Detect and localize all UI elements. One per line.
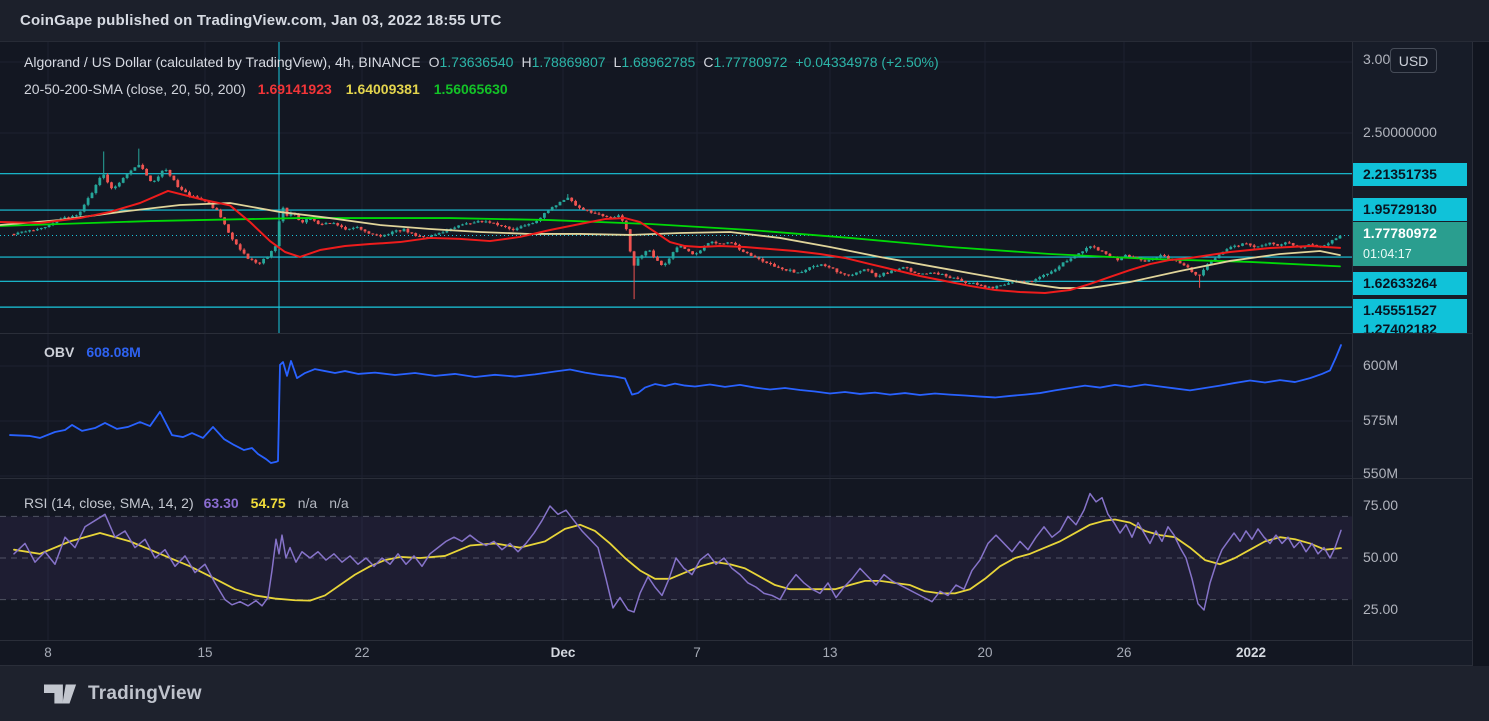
rsi-axis[interactable]: 75.00 50.00 25.00 xyxy=(1352,478,1473,640)
candlestick-series xyxy=(12,148,1342,300)
sma200-value: 1.56065630 xyxy=(433,81,508,97)
rsi-legend[interactable]: RSI (14, close, SMA, 14, 2) 63.30 54.75 n/a… xyxy=(24,495,349,511)
price-level-label: 1.27402182 xyxy=(1353,318,1467,333)
obv-axis-label: 550M xyxy=(1363,465,1399,478)
change-value: +0.04334978 (+2.50%) xyxy=(795,54,939,70)
current-price-label: 1.77780972 01:04:17 xyxy=(1353,222,1467,266)
time-axis-label: 26 xyxy=(1116,645,1132,660)
rsi-label: RSI (14, close, SMA, 14, 2) xyxy=(24,495,194,511)
price-level-label: 1.95729130 xyxy=(1353,198,1467,221)
time-axis-label: 2022 xyxy=(1235,645,1267,660)
time-axis-label: 13 xyxy=(822,645,838,660)
usd-currency-button[interactable]: USD xyxy=(1390,48,1437,73)
obv-label: OBV xyxy=(44,344,75,360)
rsi-axis-label: 25.00 xyxy=(1363,601,1399,617)
sma-label: 20-50-200-SMA (close, 20, 50, 200) xyxy=(24,81,246,97)
high-label: H xyxy=(521,54,532,70)
rsi-value: 63.30 xyxy=(203,495,239,511)
price-axis[interactable]: 3.000000002.500000002.213517351.95729130… xyxy=(1352,42,1473,333)
price-scale-background xyxy=(1352,42,1473,666)
sma-legend[interactable]: 20-50-200-SMA (close, 20, 50, 200) 1.6914… xyxy=(24,81,508,97)
rsi-na-1: n/a xyxy=(297,495,318,511)
attribution-text: CoinGape published on TradingView.com, J… xyxy=(20,12,502,29)
footer-bar: TradingView xyxy=(0,666,1489,721)
symbol-legend[interactable]: Algorand / US Dollar (calculated by Trad… xyxy=(24,54,939,70)
rsi-na-2: n/a xyxy=(329,495,349,511)
time-axis-label: 8 xyxy=(44,645,52,660)
pane-borders xyxy=(0,333,1473,666)
gridlines xyxy=(0,42,1352,640)
open-value: 1.73636540 xyxy=(439,54,514,70)
tradingview-brand-text[interactable]: TradingView xyxy=(88,682,202,704)
time-axis-label: 20 xyxy=(977,645,993,660)
right-gutter xyxy=(1473,42,1489,666)
countdown-timer: 01:04:17 xyxy=(1363,247,1412,261)
high-value: 1.78869807 xyxy=(531,54,606,70)
obv-axis-label: 575M xyxy=(1363,412,1399,428)
sma50-line xyxy=(0,202,1341,289)
sma20-line xyxy=(0,189,1341,295)
obv-value: 608.08M xyxy=(86,344,141,360)
obv-line xyxy=(9,344,1342,464)
time-axis-label: 7 xyxy=(693,645,701,660)
time-axis-label: 22 xyxy=(354,645,370,660)
rsi-axis-label: 50.00 xyxy=(1363,549,1399,565)
time-axis[interactable]: 8 15 22 Dec 7 13 20 26 2022 xyxy=(0,640,1352,666)
close-label: C xyxy=(703,54,714,70)
sma50-value: 1.64009381 xyxy=(345,81,420,97)
price-level-label: 2.21351735 xyxy=(1353,163,1467,186)
current-price-value: 1.77780972 xyxy=(1363,225,1437,241)
price-level-label: 1.62633264 xyxy=(1353,272,1467,295)
price-level-label: 1.45551527 xyxy=(1353,299,1467,322)
close-value: 1.77780972 xyxy=(713,54,788,70)
low-label: L xyxy=(613,54,622,70)
attribution-header: CoinGape published on TradingView.com, J… xyxy=(0,0,1489,42)
time-axis-label: 15 xyxy=(197,645,213,660)
time-axis-label: Dec xyxy=(550,645,576,660)
rsi-line xyxy=(13,492,1342,613)
obv-legend[interactable]: OBV 608.08M xyxy=(44,344,141,360)
tradingview-logo-icon[interactable] xyxy=(44,684,78,704)
sma20-value: 1.69141923 xyxy=(257,81,332,97)
rsi-ma-line xyxy=(13,518,1342,602)
obv-axis-label: 600M xyxy=(1363,357,1399,373)
sma200-line xyxy=(0,217,1341,268)
obv-axis[interactable]: 600M 575M 550M xyxy=(1352,333,1473,478)
symbol-title: Algorand / US Dollar (calculated by Trad… xyxy=(24,54,421,70)
rsi-ma-value: 54.75 xyxy=(250,495,286,511)
price-axis-label: 2.50000000 xyxy=(1363,124,1437,140)
open-label: O xyxy=(428,54,440,70)
low-value: 1.68962785 xyxy=(621,54,696,70)
rsi-axis-label: 75.00 xyxy=(1363,497,1399,513)
